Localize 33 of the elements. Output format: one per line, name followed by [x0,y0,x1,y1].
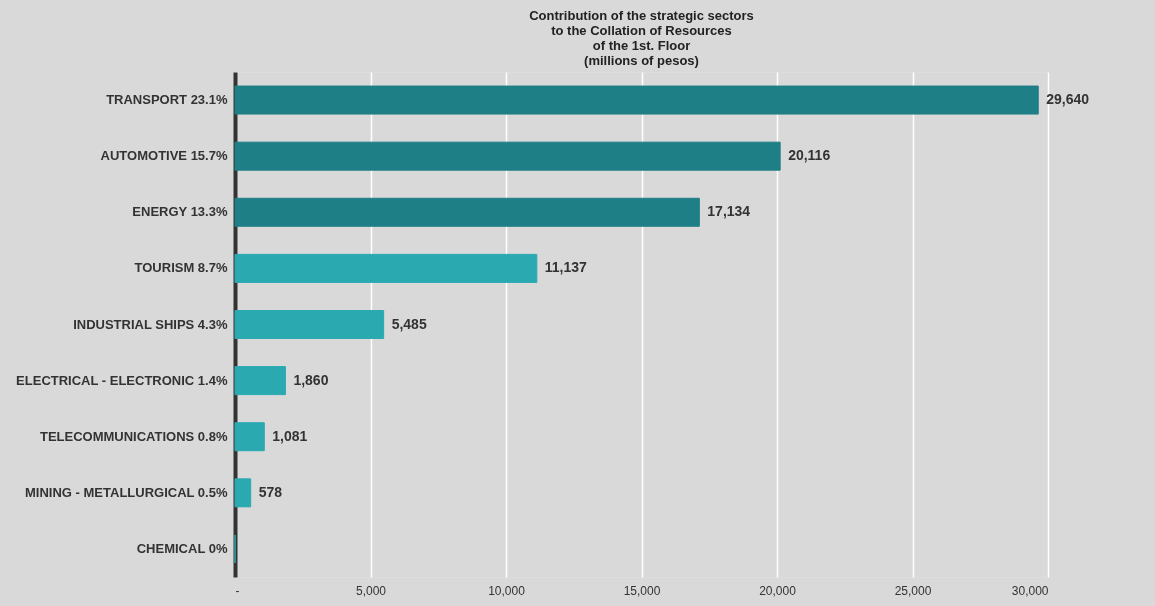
data-label: 11,137 [544,259,588,276]
x-tick-label: 5,000 [355,583,387,598]
bar [234,141,781,171]
bar [234,197,700,227]
x-tick-label: - [235,583,240,598]
bar [234,85,1039,115]
y-tick-label: ELECTRICAL - ELECTRONIC 1.4% [16,372,228,388]
bar [234,253,538,283]
x-tick-label: 25,000 [894,583,932,598]
y-tick-label: TRANSPORT 23.1% [106,92,228,108]
data-label: 5,485 [391,315,427,332]
y-tick-label: TELECOMMUNICATIONS 0.8% [39,428,228,444]
data-label: 29,640 [1046,91,1090,108]
x-tick-label: 15,000 [623,583,661,598]
data-label: 1,081 [272,427,308,444]
data-label: 20,116 [788,147,831,164]
x-tick-label: 30,000 [1011,583,1049,598]
bar [234,310,385,339]
y-tick-label: AUTOMOTIVE 15.7% [100,148,228,164]
y-tick-label: INDUSTRIAL SHIPS 4.3% [73,316,228,332]
bar [234,422,265,452]
y-tick-label: TOURISM 8.7% [134,260,228,276]
y-tick-label: ENERGY 13.3% [132,204,228,220]
data-label: 17,134 [707,203,751,220]
y-tick-label: CHEMICAL 0% [136,540,228,556]
x-tick-label: 10,000 [488,583,526,598]
bar [234,478,252,508]
x-tick-label: 20,000 [759,583,797,598]
y-tick-label: MINING - METALLURGICAL 0.5% [25,484,228,500]
chart-title: Contribution of the strategic sectors to the Collation of Resources of the 1st. Floor (millions of pesos) [529,8,754,68]
bar [234,366,286,396]
data-label: 578 [258,483,283,500]
data-label: 1,860 [293,371,329,388]
